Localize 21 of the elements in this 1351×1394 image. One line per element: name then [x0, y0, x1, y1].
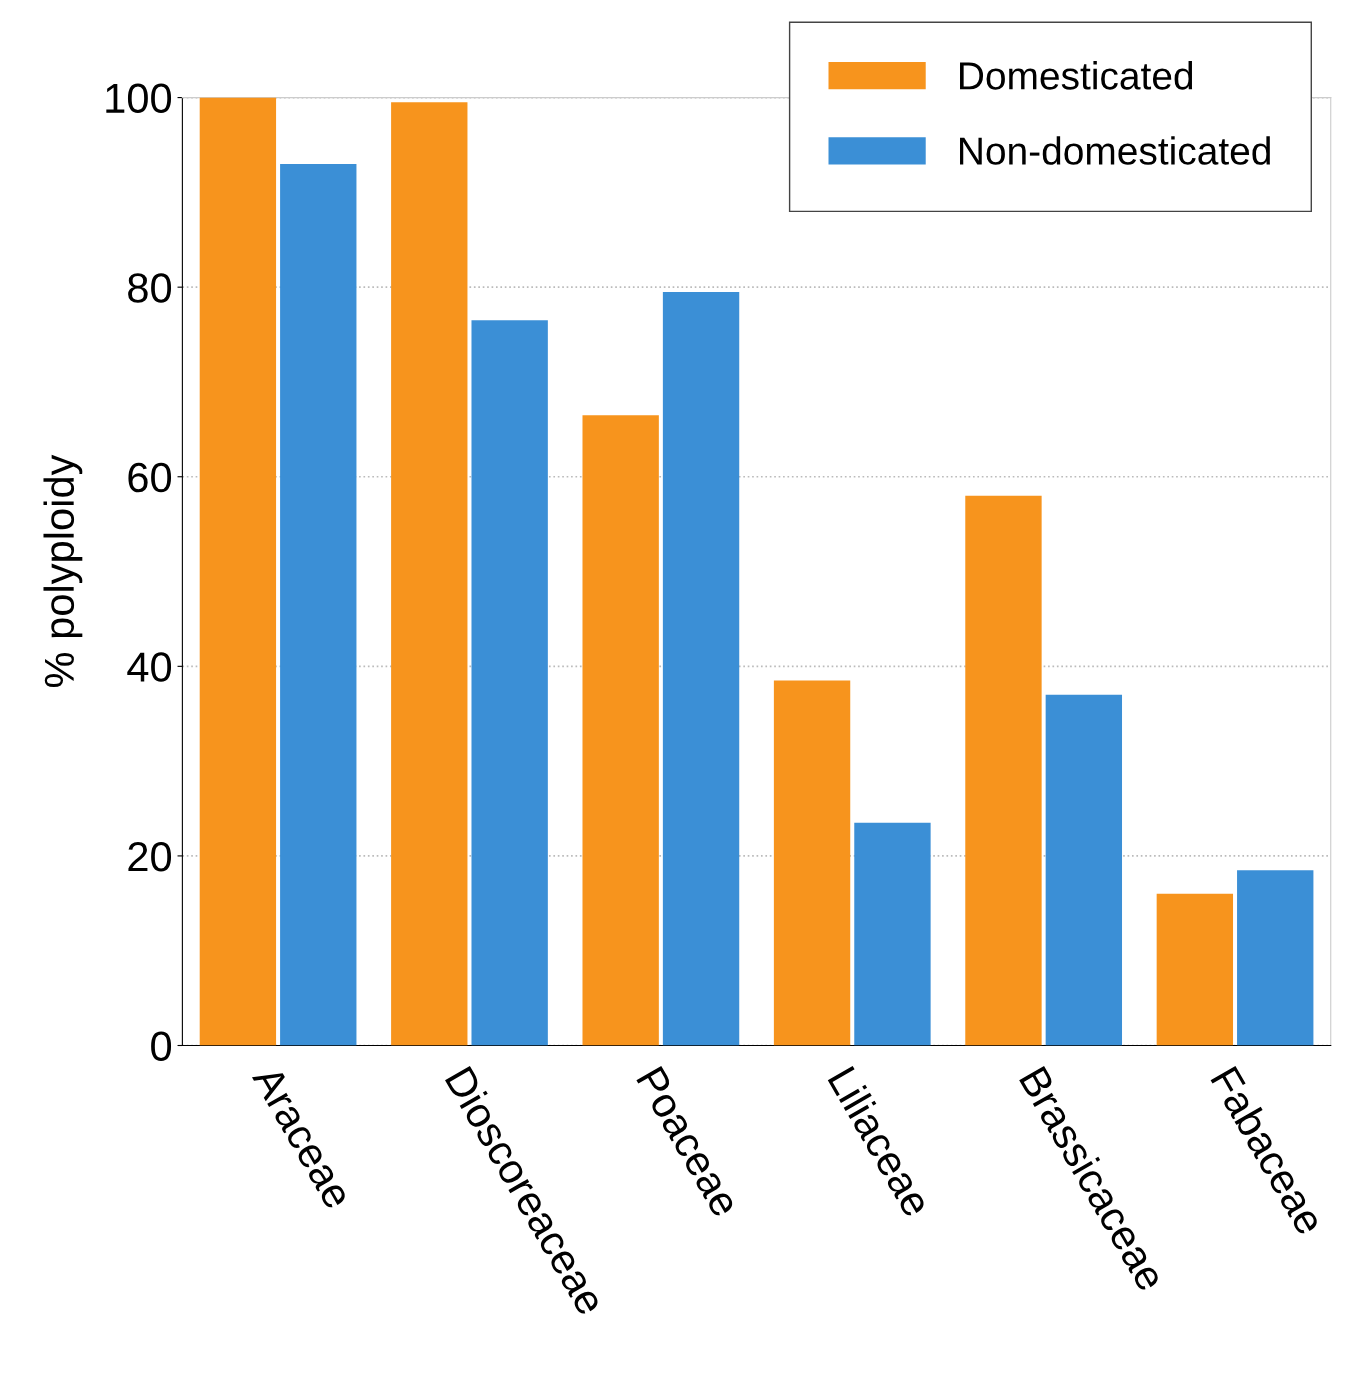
bar — [662, 291, 740, 1046]
bar — [582, 415, 659, 1046]
bar — [280, 163, 357, 1046]
legend-label: Non-domesticated — [960, 136, 1270, 165]
bar — [854, 822, 931, 1046]
bar — [199, 97, 277, 1046]
bar — [965, 495, 1042, 1046]
y-tick-label: 40 — [127, 652, 172, 682]
bar — [1156, 893, 1234, 1046]
y-tick-label: 100 — [106, 83, 172, 114]
bar — [471, 320, 548, 1046]
bar — [1045, 694, 1123, 1046]
y-tick-label: 20 — [128, 841, 172, 872]
y-tick-label: 80 — [128, 273, 172, 303]
y-tick-label: 0 — [151, 1031, 172, 1062]
bar — [773, 680, 851, 1046]
y-axis-title: % polyploidy — [43, 454, 83, 688]
legend-label: Domesticated — [960, 61, 1193, 90]
y-tick-label: 60 — [128, 462, 172, 493]
bar — [1237, 870, 1314, 1046]
bar — [391, 102, 468, 1046]
